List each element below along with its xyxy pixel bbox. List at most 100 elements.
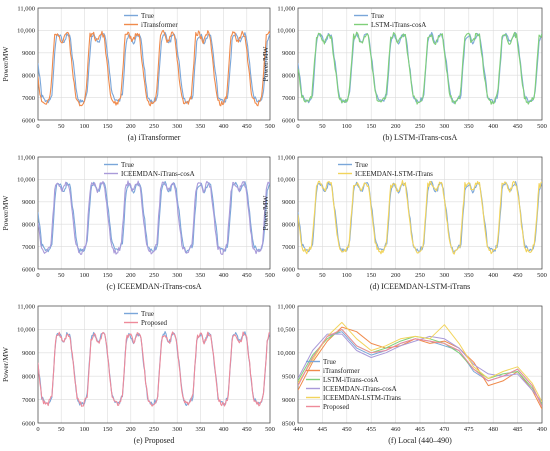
legend-entry: iTransformer — [141, 21, 178, 29]
y-tick-label: 11,000 — [277, 5, 295, 12]
panel-2: 0 50 100 150 200 250 300 350 400 450 500 6000 7000 80… — [261, 5, 547, 142]
x-tick-label: 450 — [242, 426, 252, 433]
series-line-2 — [38, 29, 270, 107]
series-line-2 — [298, 180, 542, 255]
x-tick-label: 150 — [103, 123, 113, 130]
x-tick-label: 450 — [513, 272, 523, 279]
x-tick-label: 400 — [488, 272, 498, 279]
x-tick-label: 0 — [36, 123, 39, 130]
x-tick-label: 500 — [265, 426, 275, 433]
panel-3: 0 50 100 150 200 250 300 350 400 450 500 6000 7000 80… — [1, 154, 275, 291]
y-tick-label: 7000 — [22, 244, 35, 251]
y-tick-label: 8500 — [282, 420, 295, 427]
legend-entry: True — [323, 358, 336, 366]
x-tick-label: 0 — [296, 123, 299, 130]
x-tick-label: 100 — [80, 272, 90, 279]
y-tick-label: 6000 — [22, 117, 35, 124]
y-axis-label: Power/MW — [1, 195, 10, 231]
x-tick-label: 200 — [126, 426, 136, 433]
legend-entry: ICEEMDAN-LSTM-iTrans — [323, 394, 401, 402]
x-tick-label: 450 — [513, 123, 523, 130]
x-tick-label: 50 — [319, 123, 326, 130]
x-tick-label: 350 — [464, 272, 474, 279]
legend-entry: ICEEMDAN-iTrans-cosA — [323, 385, 397, 393]
x-tick-label: 445 — [318, 426, 328, 433]
y-tick-label: 7000 — [282, 244, 295, 251]
x-tick-label: 0 — [36, 426, 39, 433]
series-line-4 — [298, 333, 542, 403]
series-line-2 — [298, 31, 542, 105]
legend-entry: iTransformer — [323, 367, 360, 375]
y-tick-label: 11,000 — [277, 154, 295, 161]
y-axis-label: Power/MW — [1, 46, 10, 82]
series-line-5 — [298, 321, 542, 403]
x-tick-label: 250 — [415, 272, 425, 279]
y-tick-label: 8000 — [282, 222, 295, 229]
y-tick-label: 10,000 — [277, 177, 295, 184]
legend-entry: ICEEMDAN-iTrans-cosA — [121, 170, 195, 178]
x-tick-label: 50 — [58, 426, 65, 433]
x-tick-label: 100 — [342, 123, 352, 130]
x-tick-label: 300 — [440, 272, 450, 279]
x-tick-label: 450 — [242, 123, 252, 130]
plot-frame — [297, 305, 543, 424]
y-axis-label: Power/MW — [1, 346, 10, 382]
panel-caption: (c) ICEEMDAN-iTrans-cosA — [106, 282, 201, 291]
y-tick-label: 10,000 — [17, 28, 35, 35]
legend-entry: Proposed — [141, 319, 168, 327]
x-tick-label: 470 — [440, 426, 450, 433]
y-tick-label: 11,000 — [17, 5, 35, 12]
panel-4: 0 50 100 150 200 250 300 350 400 450 500 6000 7000 80… — [261, 154, 547, 291]
legend-entry: LSTM-iTrans-cosA — [371, 21, 426, 29]
x-tick-label: 350 — [464, 123, 474, 130]
legend-entry: True — [371, 12, 384, 20]
x-tick-label: 350 — [196, 123, 206, 130]
x-tick-label: 480 — [488, 426, 498, 433]
x-tick-label: 250 — [149, 123, 159, 130]
y-tick-label: 6000 — [22, 266, 35, 273]
y-tick-label: 9000 — [282, 397, 295, 404]
legend-entry: True — [121, 161, 134, 169]
panel-caption: (e) Proposed — [134, 436, 175, 445]
x-tick-label: 300 — [440, 123, 450, 130]
panel-caption: (b) LSTM-iTrans-cosA — [383, 133, 458, 142]
x-tick-label: 200 — [126, 123, 136, 130]
legend-entry: ICEEMDAN-LSTM-iTrans — [355, 170, 433, 178]
x-tick-label: 485 — [513, 426, 523, 433]
x-tick-label: 300 — [172, 272, 182, 279]
series-line-2 — [38, 180, 270, 255]
y-tick-label: 8000 — [22, 222, 35, 229]
x-tick-label: 350 — [196, 272, 206, 279]
x-tick-label: 490 — [537, 426, 547, 433]
y-tick-label: 9000 — [282, 50, 295, 57]
x-tick-label: 200 — [126, 272, 136, 279]
x-tick-label: 50 — [319, 272, 326, 279]
x-tick-label: 450 — [242, 272, 252, 279]
x-tick-label: 450 — [342, 426, 352, 433]
legend-entry: Proposed — [323, 403, 350, 411]
panel-caption: (f) Local (440–490) — [388, 436, 452, 445]
y-axis-label: Power/MW — [261, 195, 270, 231]
panel-1: 0 50 100 150 200 250 300 350 400 450 500 6000 7000 80… — [1, 5, 275, 142]
x-tick-label: 400 — [219, 272, 229, 279]
x-tick-label: 50 — [58, 272, 65, 279]
y-tick-label: 6000 — [282, 266, 295, 273]
y-tick-label: 6000 — [22, 420, 35, 427]
series-line-2 — [38, 331, 270, 407]
y-tick-label: 7000 — [22, 397, 35, 404]
x-tick-label: 465 — [415, 426, 425, 433]
y-tick-label: 9000 — [22, 199, 35, 206]
panel-caption: (a) iTransformer — [128, 133, 181, 142]
x-tick-label: 200 — [391, 272, 401, 279]
x-tick-label: 350 — [196, 426, 206, 433]
x-tick-label: 250 — [149, 426, 159, 433]
y-tick-label: 11,000 — [17, 303, 35, 310]
x-tick-label: 150 — [366, 123, 376, 130]
legend-entry: True — [141, 12, 154, 20]
panel-6: 440 445 450 455 460 465 470 475 480 485 490 8500 900… — [277, 303, 547, 445]
x-tick-label: 400 — [219, 426, 229, 433]
y-tick-label: 9000 — [282, 199, 295, 206]
legend-entry: LSTM-iTrans-cosA — [323, 376, 378, 384]
x-tick-label: 150 — [103, 272, 113, 279]
